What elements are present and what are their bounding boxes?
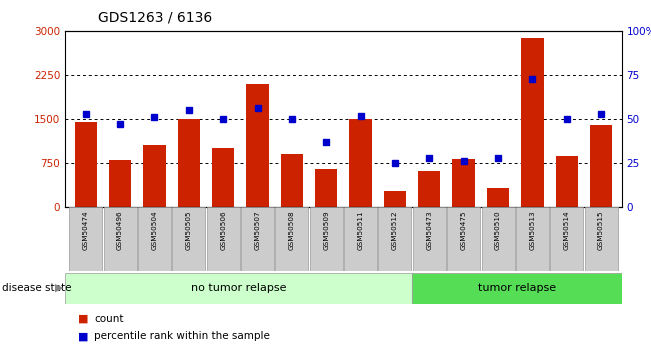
Text: tumor relapse: tumor relapse: [478, 283, 556, 293]
Bar: [521, 38, 544, 207]
Text: ■: ■: [78, 314, 89, 324]
Text: GSM50513: GSM50513: [529, 210, 535, 250]
Bar: [281, 154, 303, 207]
FancyBboxPatch shape: [69, 207, 102, 271]
Text: GDS1263 / 6136: GDS1263 / 6136: [98, 10, 212, 24]
Bar: [487, 188, 509, 207]
FancyBboxPatch shape: [206, 207, 240, 271]
Text: GSM50515: GSM50515: [598, 210, 604, 250]
FancyBboxPatch shape: [516, 207, 549, 271]
Text: GSM50504: GSM50504: [152, 210, 158, 250]
Bar: [384, 190, 406, 207]
Text: disease state: disease state: [2, 283, 72, 293]
Text: GSM50496: GSM50496: [117, 210, 123, 250]
FancyBboxPatch shape: [275, 207, 309, 271]
FancyBboxPatch shape: [173, 207, 205, 271]
FancyBboxPatch shape: [344, 207, 377, 271]
Text: GSM50473: GSM50473: [426, 210, 432, 250]
Bar: [109, 160, 132, 207]
Text: ▶: ▶: [55, 283, 64, 293]
FancyBboxPatch shape: [482, 207, 514, 271]
FancyBboxPatch shape: [138, 207, 171, 271]
Text: GSM50505: GSM50505: [186, 210, 192, 250]
FancyBboxPatch shape: [585, 207, 618, 271]
Bar: [246, 84, 269, 207]
Text: count: count: [94, 314, 124, 324]
Bar: [590, 125, 612, 207]
Bar: [555, 156, 578, 207]
Bar: [418, 171, 441, 207]
Bar: [212, 148, 234, 207]
Text: GSM50510: GSM50510: [495, 210, 501, 250]
FancyBboxPatch shape: [378, 207, 411, 271]
FancyBboxPatch shape: [241, 207, 274, 271]
Bar: [143, 146, 165, 207]
Text: GSM50514: GSM50514: [564, 210, 570, 250]
FancyBboxPatch shape: [413, 207, 446, 271]
FancyBboxPatch shape: [412, 273, 622, 304]
Text: GSM50506: GSM50506: [220, 210, 226, 250]
Text: GSM50508: GSM50508: [289, 210, 295, 250]
Text: GSM50474: GSM50474: [83, 210, 89, 250]
Text: no tumor relapse: no tumor relapse: [191, 283, 286, 293]
FancyBboxPatch shape: [447, 207, 480, 271]
Text: GSM50512: GSM50512: [392, 210, 398, 250]
Text: GSM50507: GSM50507: [255, 210, 260, 250]
FancyBboxPatch shape: [65, 273, 412, 304]
Bar: [178, 119, 200, 207]
Text: percentile rank within the sample: percentile rank within the sample: [94, 332, 270, 341]
Bar: [452, 159, 475, 207]
Text: GSM50511: GSM50511: [357, 210, 363, 250]
FancyBboxPatch shape: [550, 207, 583, 271]
Text: GSM50509: GSM50509: [324, 210, 329, 250]
Text: GSM50475: GSM50475: [461, 210, 467, 250]
Bar: [315, 169, 337, 207]
Bar: [350, 119, 372, 207]
Text: ■: ■: [78, 332, 89, 341]
FancyBboxPatch shape: [104, 207, 137, 271]
FancyBboxPatch shape: [310, 207, 342, 271]
Bar: [75, 122, 97, 207]
